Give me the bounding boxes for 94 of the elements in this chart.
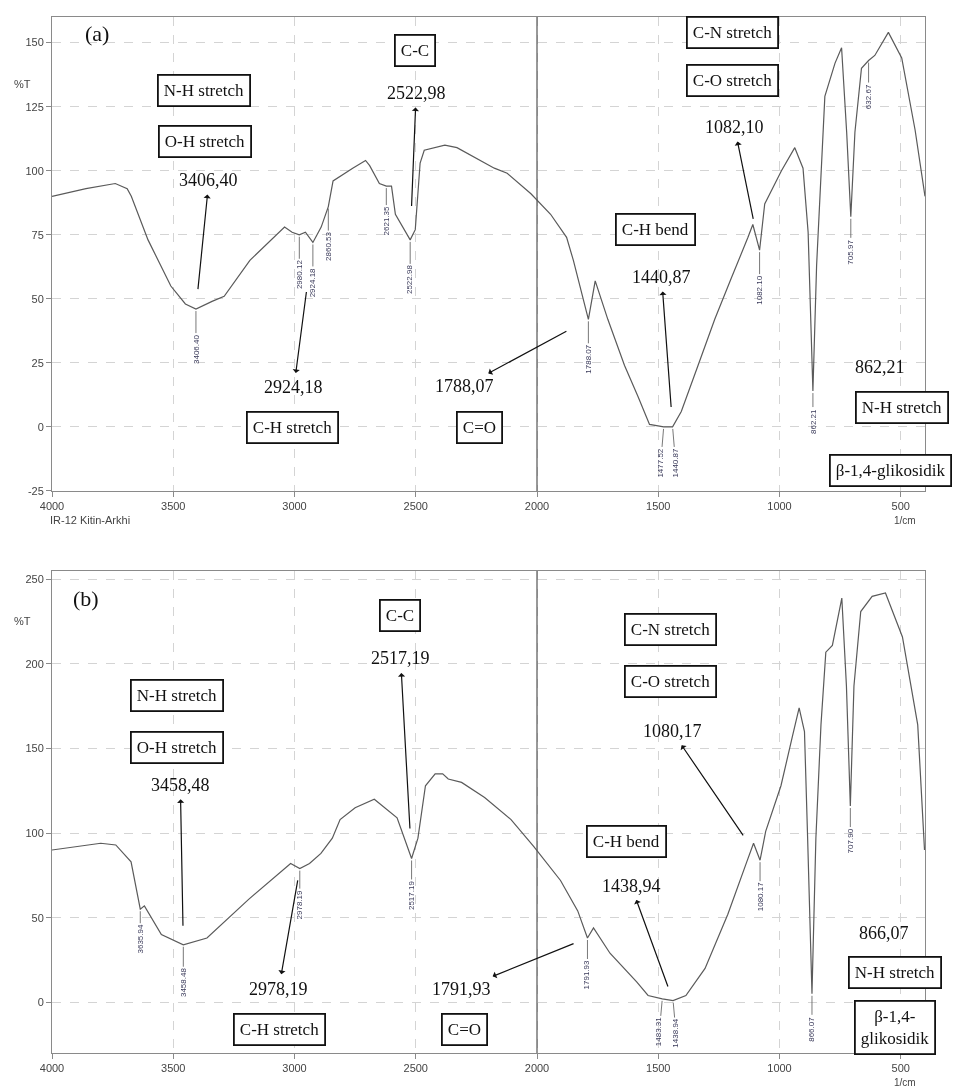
annotation: (a) — [85, 21, 110, 46]
x-tick-label: 2000 — [524, 500, 550, 513]
x-tick-label: 4000 — [39, 1062, 65, 1075]
annotation: 1788,07 — [435, 376, 494, 396]
annotation: 1791,93 — [432, 979, 491, 999]
annotation: 2621.35 — [382, 205, 392, 236]
annotation: 3458.48 — [178, 967, 188, 998]
annotation: 1080,17 — [643, 721, 702, 741]
annotation: C-C — [385, 605, 415, 625]
annotation: 2522,98 — [387, 83, 446, 103]
annotation: C-H stretch — [252, 417, 333, 437]
annotation: 1438.94 — [671, 1018, 681, 1048]
annotation: 3635.94 — [136, 924, 146, 954]
annotation: 2860.53 — [323, 231, 333, 261]
annotation: β-1,4-glikosidik — [835, 460, 946, 480]
x-tick-label: 1500 — [646, 500, 671, 513]
y-tick-label: 0 — [37, 420, 44, 433]
annotation: 1791.93 — [582, 959, 592, 990]
x-tick-label: 2000 — [524, 1062, 550, 1075]
annotation: 3406.40 — [191, 334, 201, 365]
x-tick-label: 1500 — [646, 1062, 671, 1075]
annotation: 1440.87 — [670, 448, 680, 478]
annotation: 2978,19 — [249, 979, 308, 999]
y-axis-title: %T — [14, 78, 31, 90]
annotation: C=O — [447, 1019, 481, 1039]
y-tick-label: 125 — [25, 100, 44, 113]
x-tick-label: 1000 — [767, 500, 792, 513]
annotation: 1440,87 — [632, 267, 691, 287]
y-tick-label: 75 — [31, 228, 44, 241]
annotation: 705.97 — [845, 239, 855, 265]
annotation: O-H stretch — [136, 737, 218, 757]
annotation: N-H stretch — [861, 397, 943, 417]
annotation: 2522.98 — [405, 264, 415, 295]
annotation: 3406,40 — [179, 170, 238, 190]
annotation: O-H stretch — [164, 131, 246, 151]
y-tick-label: 150 — [25, 36, 44, 49]
y-axis-title: %T — [14, 615, 31, 627]
annotation: 1483.31 — [654, 1016, 664, 1047]
annotation: 1080.17 — [755, 881, 765, 912]
annotation: C=O — [462, 417, 496, 437]
x-axis-title: 1/cm — [894, 515, 916, 526]
annotation: C-O stretch — [692, 70, 773, 90]
annotation: C-N stretch — [630, 619, 711, 639]
x-tick-label: 3500 — [161, 1062, 186, 1075]
annotation: 866,07 — [859, 923, 909, 943]
annotation: 3458,48 — [151, 775, 210, 795]
y-tick-label: 250 — [25, 573, 44, 586]
x-tick-label: 1000 — [767, 1062, 792, 1075]
y-tick-label: 100 — [25, 164, 44, 177]
y-tick-label: 50 — [31, 911, 44, 924]
annotation: (b) — [73, 586, 99, 611]
y-tick-label: 50 — [31, 292, 44, 305]
annotation: C-N stretch — [692, 22, 773, 42]
annotation: C-H bend — [592, 831, 660, 851]
annotation: 1082,10 — [705, 117, 764, 137]
annotation: C-H stretch — [239, 1019, 320, 1039]
x-tick-label: 2500 — [403, 500, 428, 513]
annotation: 866.07 — [807, 1016, 817, 1042]
y-tick-label: 200 — [25, 657, 44, 670]
y-tick-label: 150 — [25, 742, 44, 755]
annotation: N-H stretch — [854, 962, 936, 982]
annotation: 2978.19 — [295, 889, 305, 920]
annotation: C-O stretch — [630, 671, 711, 691]
annotation: 862,21 — [855, 357, 905, 377]
annotation: 2980.12 — [294, 259, 304, 290]
y-tick-label: 0 — [37, 996, 44, 1009]
x-tick-label: 3500 — [161, 500, 186, 513]
annotation: N-H stretch — [136, 685, 218, 705]
annotation: 2924.18 — [308, 267, 318, 298]
annotation: β-1,4- glikosidik — [860, 1006, 930, 1048]
x-axis-title: 1/cm — [894, 1077, 916, 1087]
annotation: 1788.07 — [584, 344, 594, 374]
x-tick-label: 3000 — [282, 500, 307, 513]
y-tick-label: 100 — [25, 826, 44, 839]
annotation: C-H bend — [621, 219, 689, 239]
annotation: 632.67 — [864, 84, 874, 110]
annotation: 707.90 — [846, 828, 856, 854]
x-tick-label: 3000 — [282, 1062, 307, 1075]
annotation: 1082.10 — [755, 275, 765, 305]
annotation: 2924,18 — [264, 377, 323, 397]
annotation: 862.21 — [808, 408, 818, 434]
annotation: 1438,94 — [602, 876, 661, 896]
x-tick-label: 500 — [891, 500, 910, 513]
x-tick-label: 2500 — [403, 1062, 428, 1075]
x-tick-label: 500 — [891, 1062, 910, 1075]
annotation: 2517,19 — [371, 648, 430, 668]
y-tick-label: 25 — [31, 356, 44, 369]
annotation: C-C — [400, 40, 430, 60]
annotation: 1477.52 — [655, 448, 665, 478]
x-tick-label: 4000 — [39, 500, 65, 513]
y-tick-label: -25 — [27, 484, 44, 497]
annotation: N-H stretch — [163, 80, 245, 100]
text: IR-12 Kitin-Arkhi — [50, 514, 131, 526]
annotation: 2517.19 — [407, 880, 417, 911]
